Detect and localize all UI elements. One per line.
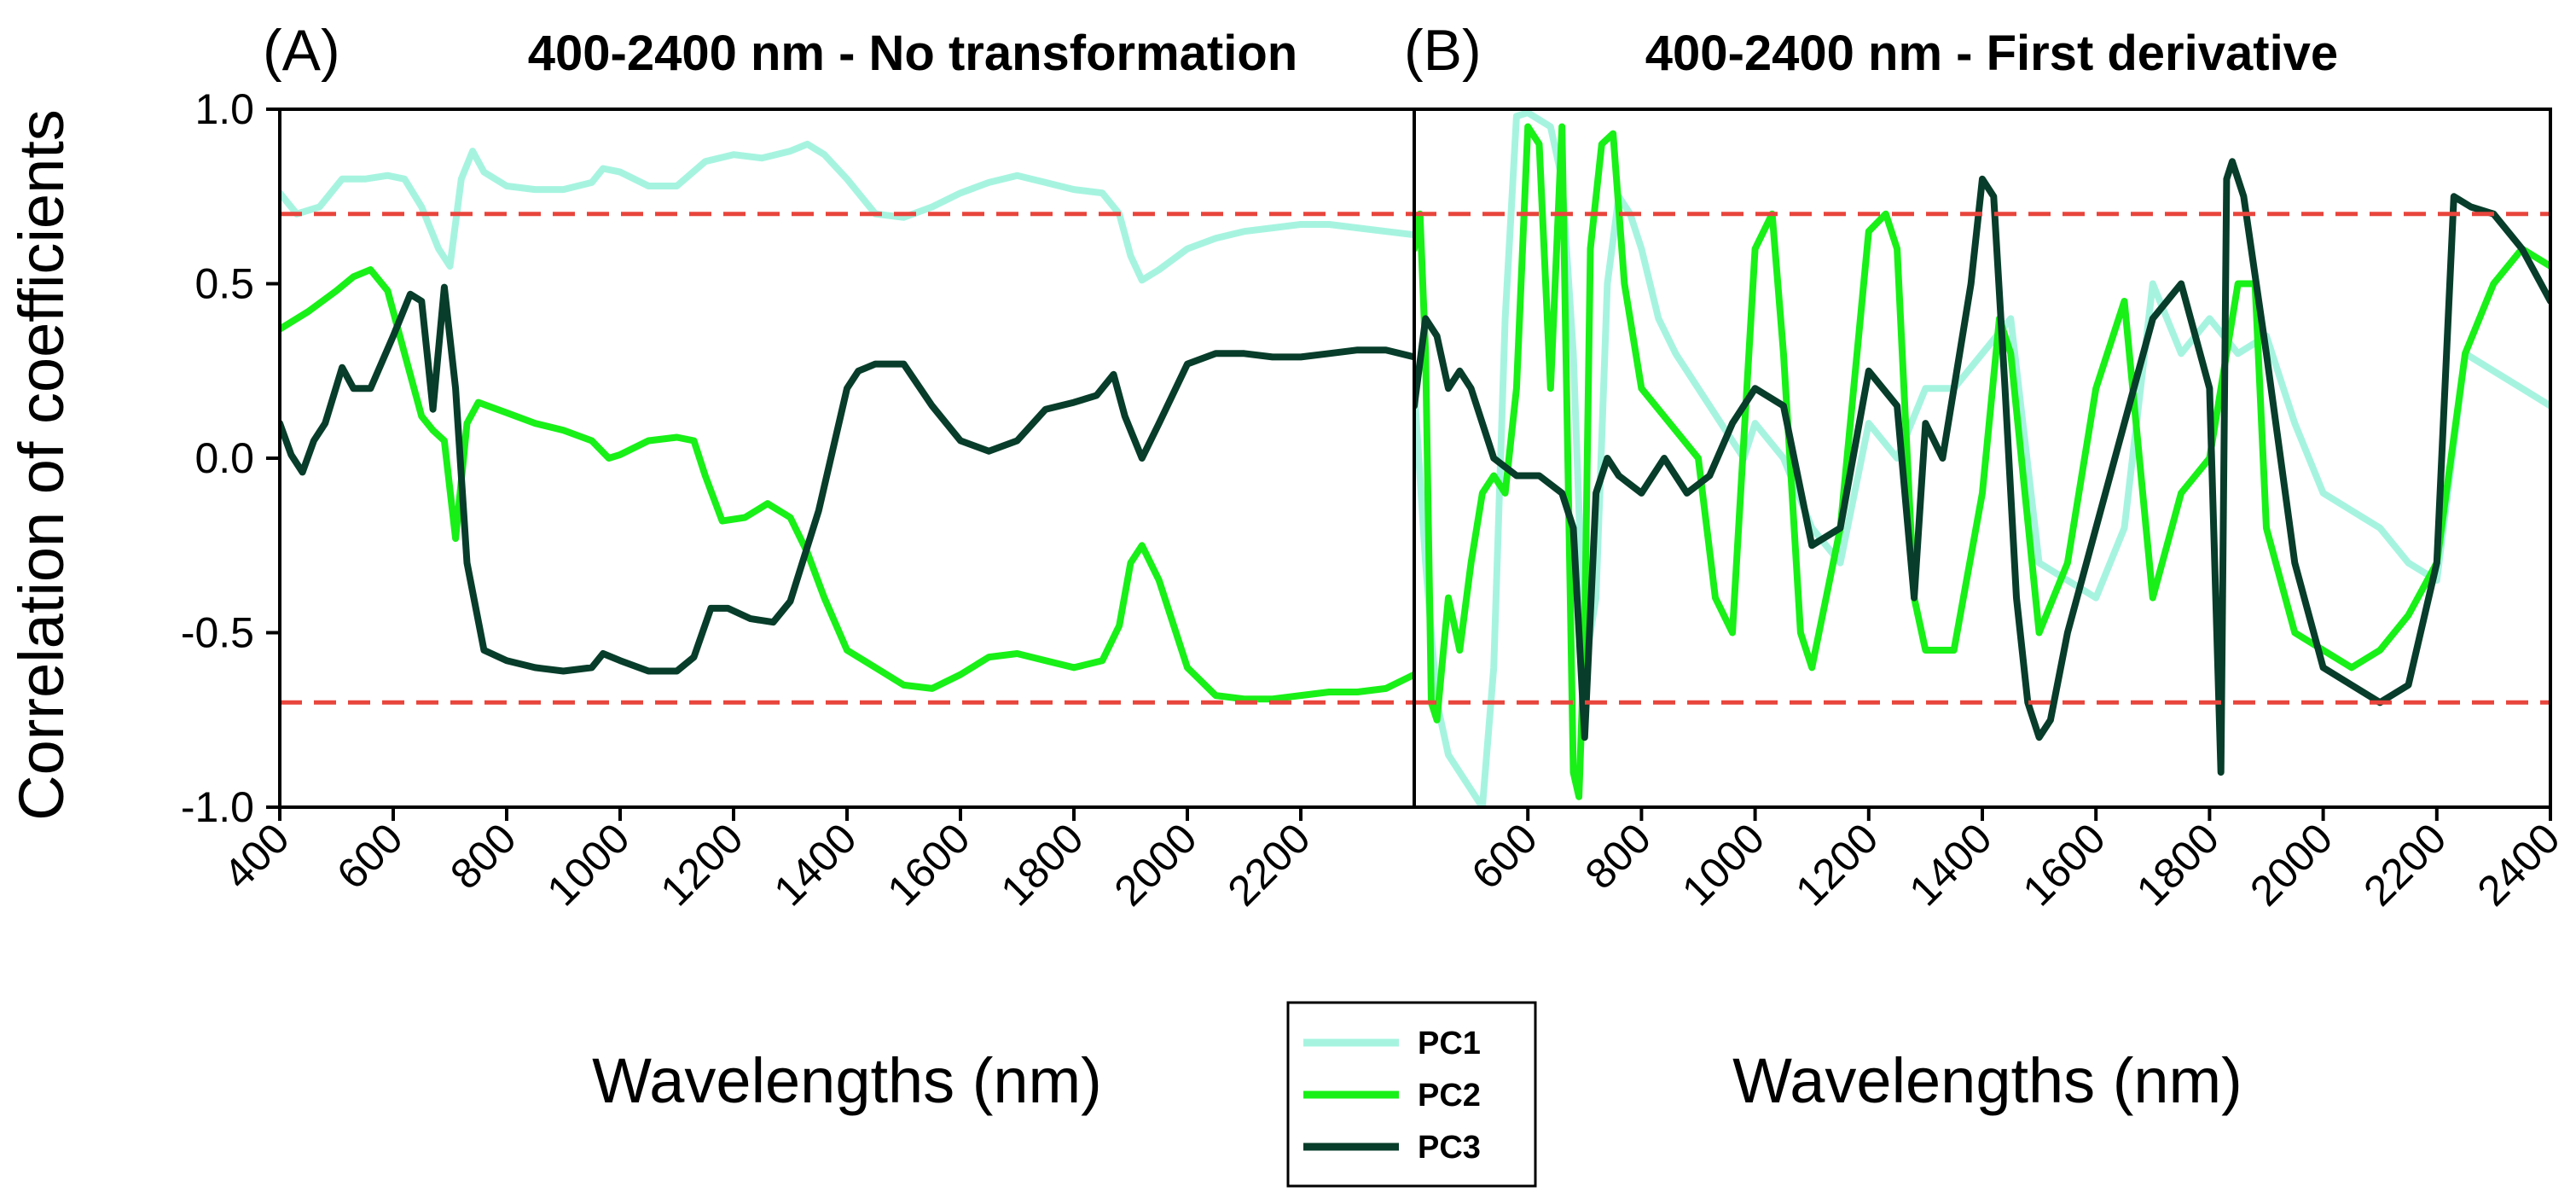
panel-b-line-pc3 (1414, 158, 2550, 776)
panel-b-x-tick-label-2200: 2200 (2354, 814, 2455, 915)
panel-b-plot (1414, 109, 2550, 807)
panel-b-line-pc2 (1414, 123, 2550, 800)
legend-label-pc1: PC1 (1418, 1026, 1481, 1061)
y-tick-label-1: 0.5 (194, 260, 254, 308)
panel-a-x-tick-label-800: 800 (441, 814, 525, 898)
panel-b-x-tick-label-800: 800 (1576, 814, 1661, 898)
panel-a-series (280, 140, 1414, 703)
panel-b: (B) 400-2400 nm - First derivative 600 80… (1404, 18, 2569, 1116)
panel-a-x-tick-label-2000: 2000 (1105, 814, 1206, 915)
y-tick-label-4: -1.0 (181, 783, 254, 831)
panel-a-line-pc3 (280, 283, 1414, 675)
panel-a-y-ticks: 1.0 0.5 0.0 -0.5 -1.0 (181, 85, 280, 831)
panel-b-x-axis-title: Wavelengths (nm) (1732, 1045, 2242, 1116)
y-tick-label-0: 1.0 (194, 85, 254, 133)
panel-a-x-tick-label-1600: 1600 (879, 814, 979, 915)
panel-b-x-tick-label-600: 600 (1462, 814, 1546, 898)
panel-b-letter: (B) (1404, 18, 1482, 83)
legend: PC1 PC2 PC3 (1286, 1001, 1537, 1188)
panel-b-x-tick-label-1000: 1000 (1673, 814, 1773, 915)
panel-b-x-tick-label-1200: 1200 (1786, 814, 1887, 915)
panel-a-title: 400-2400 nm - No transformation (528, 26, 1297, 81)
panel-a-x-tick-label-1200: 1200 (652, 814, 752, 915)
panel-a-plot (280, 140, 1414, 705)
legend-label-pc3: PC3 (1418, 1130, 1481, 1166)
panel-a-line-pc1 (280, 140, 1414, 284)
panel-a: (A) 400-2400 nm - No transformation 1.0 0… (181, 18, 1416, 1116)
y-axis-title: Correlation of coefficients (6, 109, 77, 821)
panel-a-x-tick-label-1800: 1800 (992, 814, 1093, 915)
panel-a-x-tick-label-2200: 2200 (1219, 814, 1320, 915)
panel-a-x-tick-label-1400: 1400 (765, 814, 866, 915)
panel-a-x-tick-label-1000: 1000 (538, 814, 639, 915)
panel-b-x-tick-label-1400: 1400 (1900, 814, 2001, 915)
panel-b-x-tick-label-1800: 1800 (2127, 814, 2228, 915)
panel-a-x-axis-title: Wavelengths (nm) (592, 1045, 1102, 1116)
panel-a-line-pc2 (280, 266, 1414, 703)
panel-b-x-tick-label-2000: 2000 (2241, 814, 2341, 915)
panel-a-x-tick-label-600: 600 (328, 814, 412, 898)
panel-a-letter: (A) (263, 18, 340, 83)
y-tick-label-3: -0.5 (181, 609, 254, 657)
panel-b-line-pc1 (1414, 109, 2550, 807)
y-tick-label-2: 0.0 (194, 434, 254, 482)
panel-a-x-ticks: 400 600 800 1000 1200 1400 1600 1800 2000 2200 (214, 807, 1320, 915)
panel-b-x-tick-label-1600: 1600 (2014, 814, 2115, 915)
panel-b-x-tick-label-2400: 2400 (2469, 814, 2569, 915)
panel-b-series (1414, 109, 2550, 807)
panel-b-x-ticks: 600 800 1000 1200 1400 1600 1800 2000 2200 2400 (1462, 807, 2569, 915)
panel-b-title: 400-2400 nm - First derivative (1645, 26, 2338, 81)
legend-label-pc2: PC2 (1418, 1078, 1481, 1114)
